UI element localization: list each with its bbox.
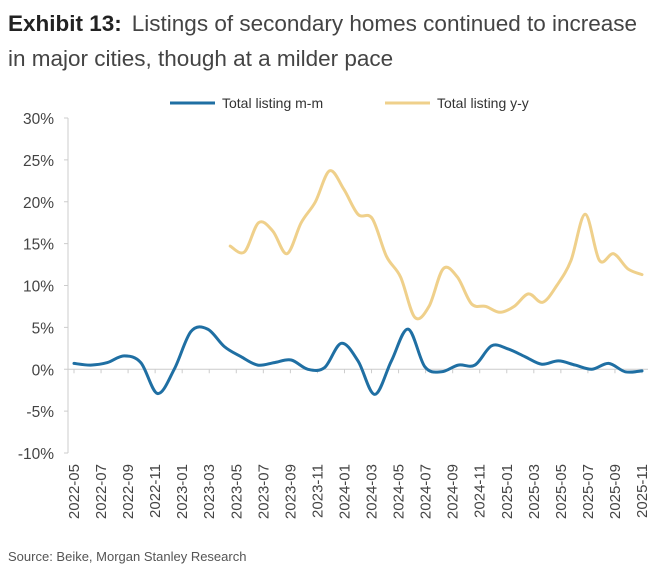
x-tick-label: 2022-09 [120, 464, 137, 519]
exhibit-label: Exhibit 13: [8, 11, 122, 36]
x-tick-label: 2024-07 [418, 464, 435, 519]
x-tick-label: 2022-07 [93, 464, 110, 519]
y-tick-label: 30% [23, 111, 54, 128]
legend-label-mm: Total listing m-m [222, 95, 323, 111]
x-axis: 2022-05 2022-07 2022-09 2022-11 2023-01 2023-… [66, 368, 651, 519]
y-tick-label: 10% [23, 279, 54, 296]
x-tick-label: 2024-03 [364, 464, 381, 519]
x-tick-label: 2023-07 [255, 464, 272, 519]
chart-title: Exhibit 13: Listings of secondary homes c… [8, 6, 653, 76]
x-tick-label: 2025-03 [526, 464, 543, 519]
y-tick-label: 0% [32, 362, 55, 379]
x-tick-label: 2024-09 [445, 464, 462, 519]
x-tick-label: 2024-01 [336, 464, 353, 519]
y-tick-label: 20% [23, 195, 54, 212]
y-tick-label: 25% [23, 153, 54, 170]
x-tick-label: 2023-11 [309, 464, 326, 518]
series-lines [72, 169, 644, 396]
x-tick-label: 2023-01 [174, 464, 191, 519]
series-line-total-listing-mm [72, 325, 644, 396]
y-tick-label: 5% [32, 320, 55, 337]
y-tick-label: -10% [18, 446, 54, 463]
x-tick-label: 2024-11 [472, 464, 489, 518]
x-tick-label: 2025-05 [553, 464, 570, 519]
y-tick-label: 15% [23, 237, 54, 254]
legend-label-yy: Total listing y-y [437, 95, 529, 111]
x-tick-label: 2022-05 [66, 464, 83, 519]
series-line-total-listing-yy [228, 169, 644, 321]
source-note: Source: Beike, Morgan Stanley Research [8, 549, 247, 564]
y-axis: 30% 25% 20% 15% 10% 5% 0% -5% -10% [18, 111, 69, 463]
x-tick-label: 2023-09 [282, 464, 299, 519]
y-tick-label: -5% [26, 404, 54, 421]
x-tick-label: 2023-03 [201, 464, 218, 519]
x-tick-label: 2023-05 [228, 464, 245, 519]
x-tick-label: 2024-05 [391, 464, 408, 519]
x-tick-label: 2025-11 [634, 464, 651, 518]
title-text: Listings of secondary homes continued to… [8, 11, 638, 71]
x-tick-label: 2025-01 [499, 464, 516, 519]
x-tick-label: 2022-11 [147, 464, 164, 518]
legend: Total listing m-m Total listing y-y [170, 95, 529, 111]
x-tick-label: 2025-07 [580, 464, 597, 519]
x-tick-label: 2025-09 [607, 464, 624, 519]
